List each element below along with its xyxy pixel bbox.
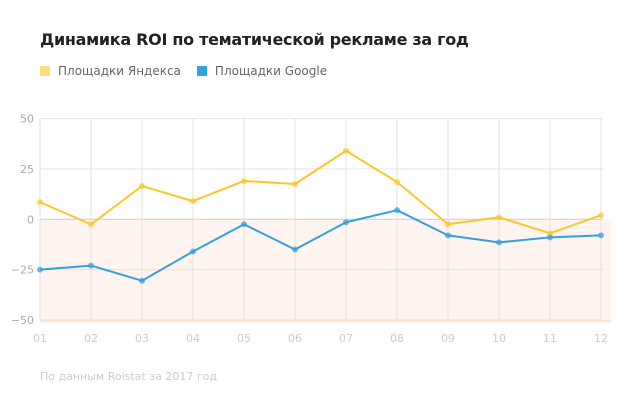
y-tick-label: −25: [11, 264, 34, 277]
data-point-google: [37, 266, 43, 273]
y-tick-label: 25: [20, 163, 34, 176]
data-point-google: [241, 221, 247, 228]
data-point-google: [343, 219, 349, 226]
data-point-google: [190, 248, 196, 255]
legend-item-yandex[interactable]: Площадки Яндекса: [40, 64, 181, 78]
data-point-yandex: [496, 214, 502, 221]
data-point-yandex: [292, 180, 298, 187]
data-point-yandex: [343, 147, 349, 154]
data-point-google: [547, 234, 553, 241]
data-point-google: [496, 239, 502, 246]
data-point-google: [445, 232, 451, 239]
data-point-yandex: [445, 221, 451, 228]
x-tick-label: 07: [339, 332, 353, 345]
x-tick-label: 01: [33, 332, 47, 345]
x-tick-label: 11: [543, 332, 557, 345]
y-tick-label: −50: [11, 314, 34, 327]
data-point-google: [139, 277, 145, 284]
data-point-yandex: [598, 212, 604, 219]
x-tick-label: 09: [441, 332, 455, 345]
negative-area: [40, 219, 611, 322]
chart-title: Динамика ROI по тематической рекламе за …: [40, 30, 469, 49]
data-point-yandex: [37, 199, 43, 206]
x-tick-label: 04: [186, 332, 200, 345]
data-point-yandex: [139, 183, 145, 190]
x-tick-label: 12: [594, 332, 608, 345]
x-tick-label: 05: [237, 332, 251, 345]
data-point-google: [292, 246, 298, 253]
data-point-google: [88, 262, 94, 269]
legend-swatch-yandex: [40, 66, 50, 76]
source-note: По данным Roistat за 2017 год: [40, 370, 217, 383]
x-tick-label: 06: [288, 332, 302, 345]
y-tick-label: 0: [27, 213, 34, 226]
x-tick-label: 08: [390, 332, 404, 345]
legend-swatch-google: [196, 66, 207, 76]
data-point-google: [394, 207, 400, 214]
legend-label-google: Площадки Google: [214, 64, 328, 78]
data-point-google: [598, 232, 604, 239]
x-tick-label: 10: [492, 332, 506, 345]
data-point-yandex: [88, 221, 94, 228]
series-line-google: [39, 209, 602, 282]
x-tick-label: 03: [135, 332, 149, 345]
legend: Площадки Яндекса Площадки Google: [40, 64, 327, 78]
y-tick-label: 50: [20, 113, 34, 126]
data-point-yandex: [394, 178, 400, 185]
x-tick-label: 02: [84, 332, 98, 345]
data-point-yandex: [241, 177, 247, 184]
legend-item-google[interactable]: Площадки Google: [196, 64, 328, 78]
data-point-yandex: [190, 198, 196, 205]
legend-label-yandex: Площадки Яндекса: [58, 64, 181, 78]
series-line-yandex: [39, 149, 602, 235]
